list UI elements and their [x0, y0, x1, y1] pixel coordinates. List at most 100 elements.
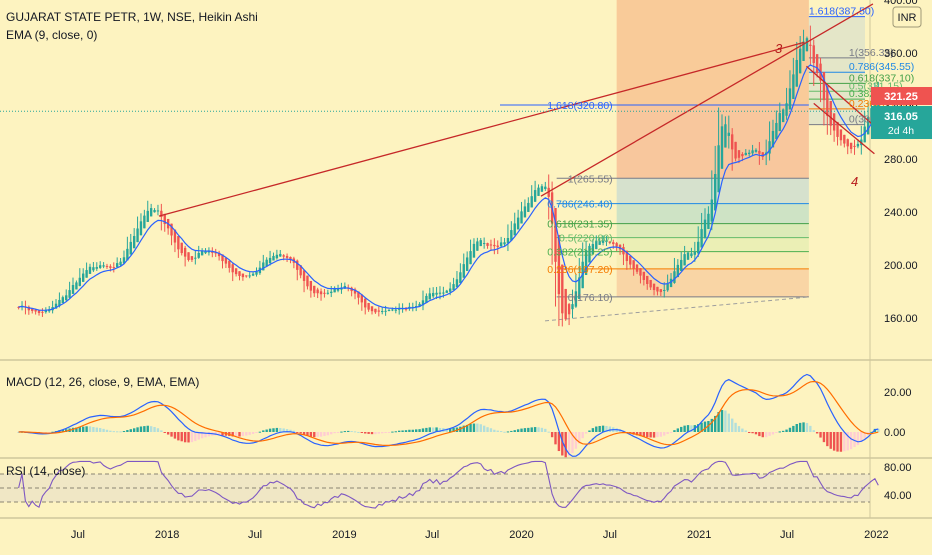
- candle-body: [95, 267, 98, 269]
- candle-body: [700, 229, 703, 248]
- candle-body: [262, 262, 265, 271]
- candle-body: [849, 142, 853, 149]
- time-tick-label: 2021: [687, 529, 711, 541]
- candle-body: [843, 134, 846, 144]
- candle-body: [149, 208, 153, 217]
- candle-body: [455, 279, 459, 288]
- candle-body: [720, 126, 724, 169]
- macd-histogram-bar: [646, 432, 649, 438]
- macd-histogram-bar: [741, 428, 744, 432]
- candle-body: [391, 309, 394, 311]
- macd-histogram-bar: [381, 432, 384, 434]
- candle-body: [370, 306, 374, 312]
- macd-histogram-bar: [605, 426, 608, 432]
- candle-body: [282, 255, 285, 257]
- currency-button[interactable]: [892, 6, 922, 28]
- time-tick-label: Jul: [425, 529, 439, 541]
- fib-zone: [616, 178, 809, 204]
- candle-body: [245, 275, 248, 277]
- macd-histogram-bar: [598, 425, 601, 432]
- macd-histogram-bar: [296, 432, 299, 433]
- candle-body: [618, 244, 622, 250]
- fib-zone: [616, 237, 809, 252]
- candle-body: [703, 219, 707, 239]
- macd-histogram-bar: [574, 432, 578, 449]
- macd-histogram-bar: [207, 432, 211, 437]
- macd-histogram-bar: [635, 432, 639, 436]
- candle-body: [557, 234, 561, 295]
- candle-body: [812, 45, 815, 64]
- candle-body: [503, 242, 506, 245]
- candle-body: [564, 288, 567, 320]
- macd-histogram-bar: [109, 430, 112, 432]
- candle-body: [663, 289, 666, 291]
- macd-legend[interactable]: MACD (12, 26, close, 9, EMA, EMA): [6, 375, 199, 389]
- macd-histogram-bar: [826, 432, 829, 447]
- macd-histogram-bar: [197, 432, 200, 440]
- candle-body: [323, 292, 326, 294]
- macd-histogram-bar: [149, 426, 153, 432]
- macd-histogram-bar: [374, 432, 377, 435]
- time-tick-label: Jul: [780, 529, 794, 541]
- fib-ext-label: 1.618(387.50): [809, 6, 874, 18]
- macd-histogram-bar: [360, 432, 364, 433]
- macd-histogram-bar: [798, 422, 802, 432]
- macd-histogram-bar: [88, 426, 92, 432]
- macd-histogram-bar: [248, 432, 251, 435]
- macd-histogram-bar: [877, 428, 880, 432]
- fib-level-label: 1(265.55): [568, 173, 613, 185]
- macd-histogram-bar: [843, 432, 846, 452]
- macd-histogram-bar: [238, 432, 241, 437]
- candle-body: [768, 141, 771, 154]
- macd-histogram-bar: [652, 432, 656, 438]
- candle-body: [143, 215, 146, 229]
- candle-body: [197, 252, 200, 258]
- macd-histogram-bar: [523, 428, 527, 432]
- macd-histogram-bar: [516, 429, 520, 432]
- macd-histogram-bar: [326, 432, 330, 436]
- macd-histogram-bar: [428, 427, 431, 432]
- macd-histogram-bar: [122, 431, 126, 433]
- candle-body: [340, 287, 343, 290]
- candle-body: [85, 270, 88, 278]
- macd-histogram-bar: [255, 432, 258, 433]
- candle-body: [741, 153, 744, 157]
- candle-body: [357, 291, 360, 298]
- time-axis[interactable]: Jul 2018 Jul 2019 Jul 2020 Jul 2021 Jul 2022: [71, 529, 889, 541]
- macd-histogram-bar: [112, 431, 115, 433]
- ema-legend[interactable]: EMA (9, close, 0): [6, 28, 97, 42]
- currency-label[interactable]: INR: [898, 12, 917, 24]
- macd-histogram-bar: [493, 429, 496, 432]
- candle-body: [194, 257, 197, 259]
- fib-level-label: 0(176.10): [568, 292, 613, 304]
- rsi-legend[interactable]: RSI (14, close): [6, 464, 85, 478]
- candle-body: [537, 187, 540, 196]
- macd-histogram-bar: [788, 427, 792, 432]
- macd-histogram-bar: [812, 430, 815, 432]
- candle-body: [754, 149, 758, 152]
- macd-histogram-bar: [815, 432, 819, 434]
- candle-body: [710, 199, 713, 222]
- macd-histogram-bar: [533, 427, 537, 432]
- candle-body: [476, 241, 479, 251]
- candle-body: [788, 88, 792, 110]
- candle-body: [404, 308, 408, 310]
- macd-histogram-bar: [421, 428, 425, 432]
- candle-body: [676, 264, 680, 278]
- candle-body: [516, 217, 520, 230]
- macd-histogram-bar: [768, 432, 771, 436]
- time-tick-label: 2020: [509, 529, 533, 541]
- macd-histogram-bar: [697, 424, 700, 432]
- macd-histogram-bar: [853, 432, 856, 448]
- candle-body: [781, 109, 785, 123]
- candle-body: [462, 264, 465, 278]
- macd-histogram-bar: [105, 429, 109, 432]
- price-tick-label: 240.00: [884, 207, 918, 219]
- candle-body: [815, 54, 819, 74]
- macd-histogram-bar: [669, 432, 673, 433]
- candle-body: [360, 294, 364, 303]
- candle-body: [132, 236, 136, 249]
- candle-body: [567, 304, 571, 315]
- macd-line: [18, 373, 879, 457]
